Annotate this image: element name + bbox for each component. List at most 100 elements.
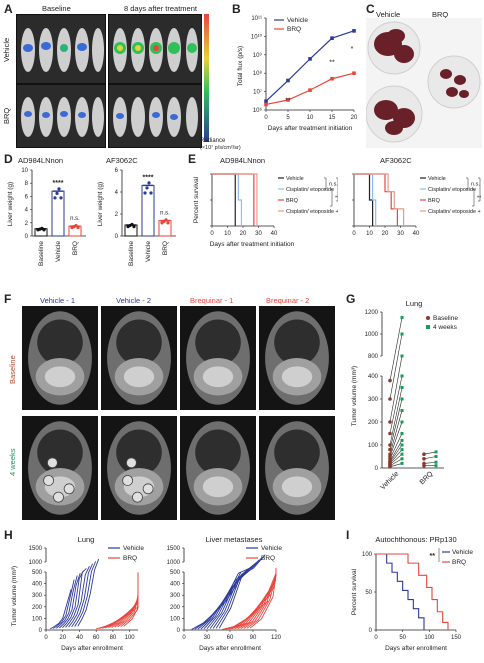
mri-tumor (46, 457, 58, 469)
legend-label: Cisplatin/ etoposide + BRQ (286, 209, 338, 215)
legend-label: 4 weeks (433, 324, 458, 331)
data-point (76, 225, 80, 230)
paired-line (423, 461, 437, 464)
mri-organ (281, 366, 313, 388)
growth-curve-0 (56, 575, 78, 629)
mri-col-4: Brequinar - 2 (266, 296, 310, 305)
mri-tumor (63, 483, 75, 495)
mri-lung (37, 319, 83, 366)
mri-tumor (53, 491, 64, 503)
legend-swatch (426, 325, 430, 329)
paired-line (389, 410, 403, 455)
x-axis-label: Days after treatment initiation (268, 125, 353, 132)
x-tick-label: 80 (110, 635, 117, 641)
y-tick-label: 100 (32, 616, 43, 622)
legend-label: Cisplatin/ etoposide (428, 187, 476, 193)
data-point (286, 78, 290, 83)
week4-point (400, 374, 404, 378)
chart-h-left: Lung 0 100 200 300 400 500 1000 1500 0 20 40 60 80 100… (11, 535, 144, 652)
x-tick-label: 10 (307, 115, 314, 121)
d-left-title: AD984LNnon (18, 156, 64, 165)
panel-label-h: H (4, 528, 13, 542)
baseline-point (422, 457, 426, 461)
week4-point (400, 448, 404, 452)
y-tick-label: 1500 (29, 546, 43, 552)
week4-point (400, 432, 404, 435)
y-tick-label: 400 (368, 374, 379, 380)
baseline-point (422, 461, 426, 466)
y-tick-label: 4 (115, 190, 119, 196)
baseline-point (388, 378, 392, 383)
y-tick-label: 100 (368, 443, 379, 449)
y-tick-label: 300 (32, 593, 43, 599)
chart-title: Autochthonous: PRp130 (375, 535, 456, 544)
y-tick-label: 200 (170, 605, 181, 611)
mri-lung (274, 319, 320, 366)
annotation: n.s. (70, 216, 80, 222)
significance-bracket (324, 177, 327, 190)
survival-line-1 (376, 553, 449, 630)
baseline-point (388, 397, 392, 401)
x-tick-label: 60 (93, 635, 100, 641)
data-point (57, 187, 61, 191)
data-point (352, 29, 356, 33)
y-tick-label: 10¹¹ (251, 16, 262, 22)
mri-row-baseline: Baseline (8, 355, 17, 384)
y-tick-label: 6 (115, 168, 119, 174)
y-tick-label: 2 (115, 212, 119, 218)
x-tick-label: 0 (374, 635, 378, 641)
mri-grid (22, 306, 335, 520)
growth-curve-0 (59, 572, 81, 629)
mri-organ (202, 476, 234, 498)
growth-curve-0 (62, 570, 84, 629)
category-label: BRQ (72, 241, 79, 255)
significance-bracket (336, 177, 338, 202)
category-label: Baseline (128, 241, 135, 266)
x-tick-label: 0 (264, 115, 268, 121)
x-axis-label: Days after enrollment (385, 645, 447, 652)
x-tick-label: 0 (182, 635, 186, 641)
x-tick-label: 30 (255, 231, 262, 237)
growth-curve-0 (77, 558, 100, 627)
x-tick-label: 20 (59, 635, 66, 641)
panel-label-b: B (232, 2, 241, 16)
growth-curve-1 (114, 573, 139, 628)
x-tick-label: 40 (271, 231, 278, 237)
week4-point (434, 464, 438, 468)
y-tick-label: 1000 (29, 560, 43, 566)
growth-curve-0 (194, 572, 242, 630)
mri-organ (202, 366, 234, 388)
growth-curve-1 (123, 572, 139, 627)
week4-point (434, 460, 438, 464)
chart-i: Autochthonous: PRp130 0 50 100 0 50 100 150 Days… (351, 535, 473, 652)
legend-label: Vehicle (286, 176, 304, 182)
legend-swatch (426, 316, 430, 320)
y-axis-label: Total flux (p/s) (237, 46, 244, 86)
growth-curve-0 (215, 556, 263, 629)
radiance-label: Radiance (200, 138, 226, 144)
y-tick-label: 4 (25, 208, 29, 214)
category-label: Baseline (38, 241, 45, 266)
paired-line (423, 451, 437, 455)
week4-point (400, 354, 404, 358)
paired-line (389, 387, 403, 446)
data-point (143, 191, 147, 195)
panel-a-col-baseline: Baseline (42, 4, 71, 13)
data-point (74, 224, 78, 228)
growth-curve-0 (65, 568, 87, 628)
week4-point (400, 457, 404, 461)
mri-lung (195, 429, 241, 476)
legend-label: BRQ (286, 198, 299, 204)
data-point (330, 36, 334, 40)
annotation: n.s. (160, 211, 170, 217)
legend-label: BRQ (123, 555, 137, 562)
annotation: **** (53, 180, 64, 187)
data-point (149, 191, 153, 195)
x-tick-label: 100 (424, 635, 435, 641)
paired-line (389, 421, 403, 457)
baseline-point (388, 443, 392, 447)
week4-point (434, 455, 438, 458)
y-tick-label: 0 (39, 628, 43, 634)
e-right-title: AF3062C (380, 156, 412, 165)
data-point (308, 57, 312, 61)
